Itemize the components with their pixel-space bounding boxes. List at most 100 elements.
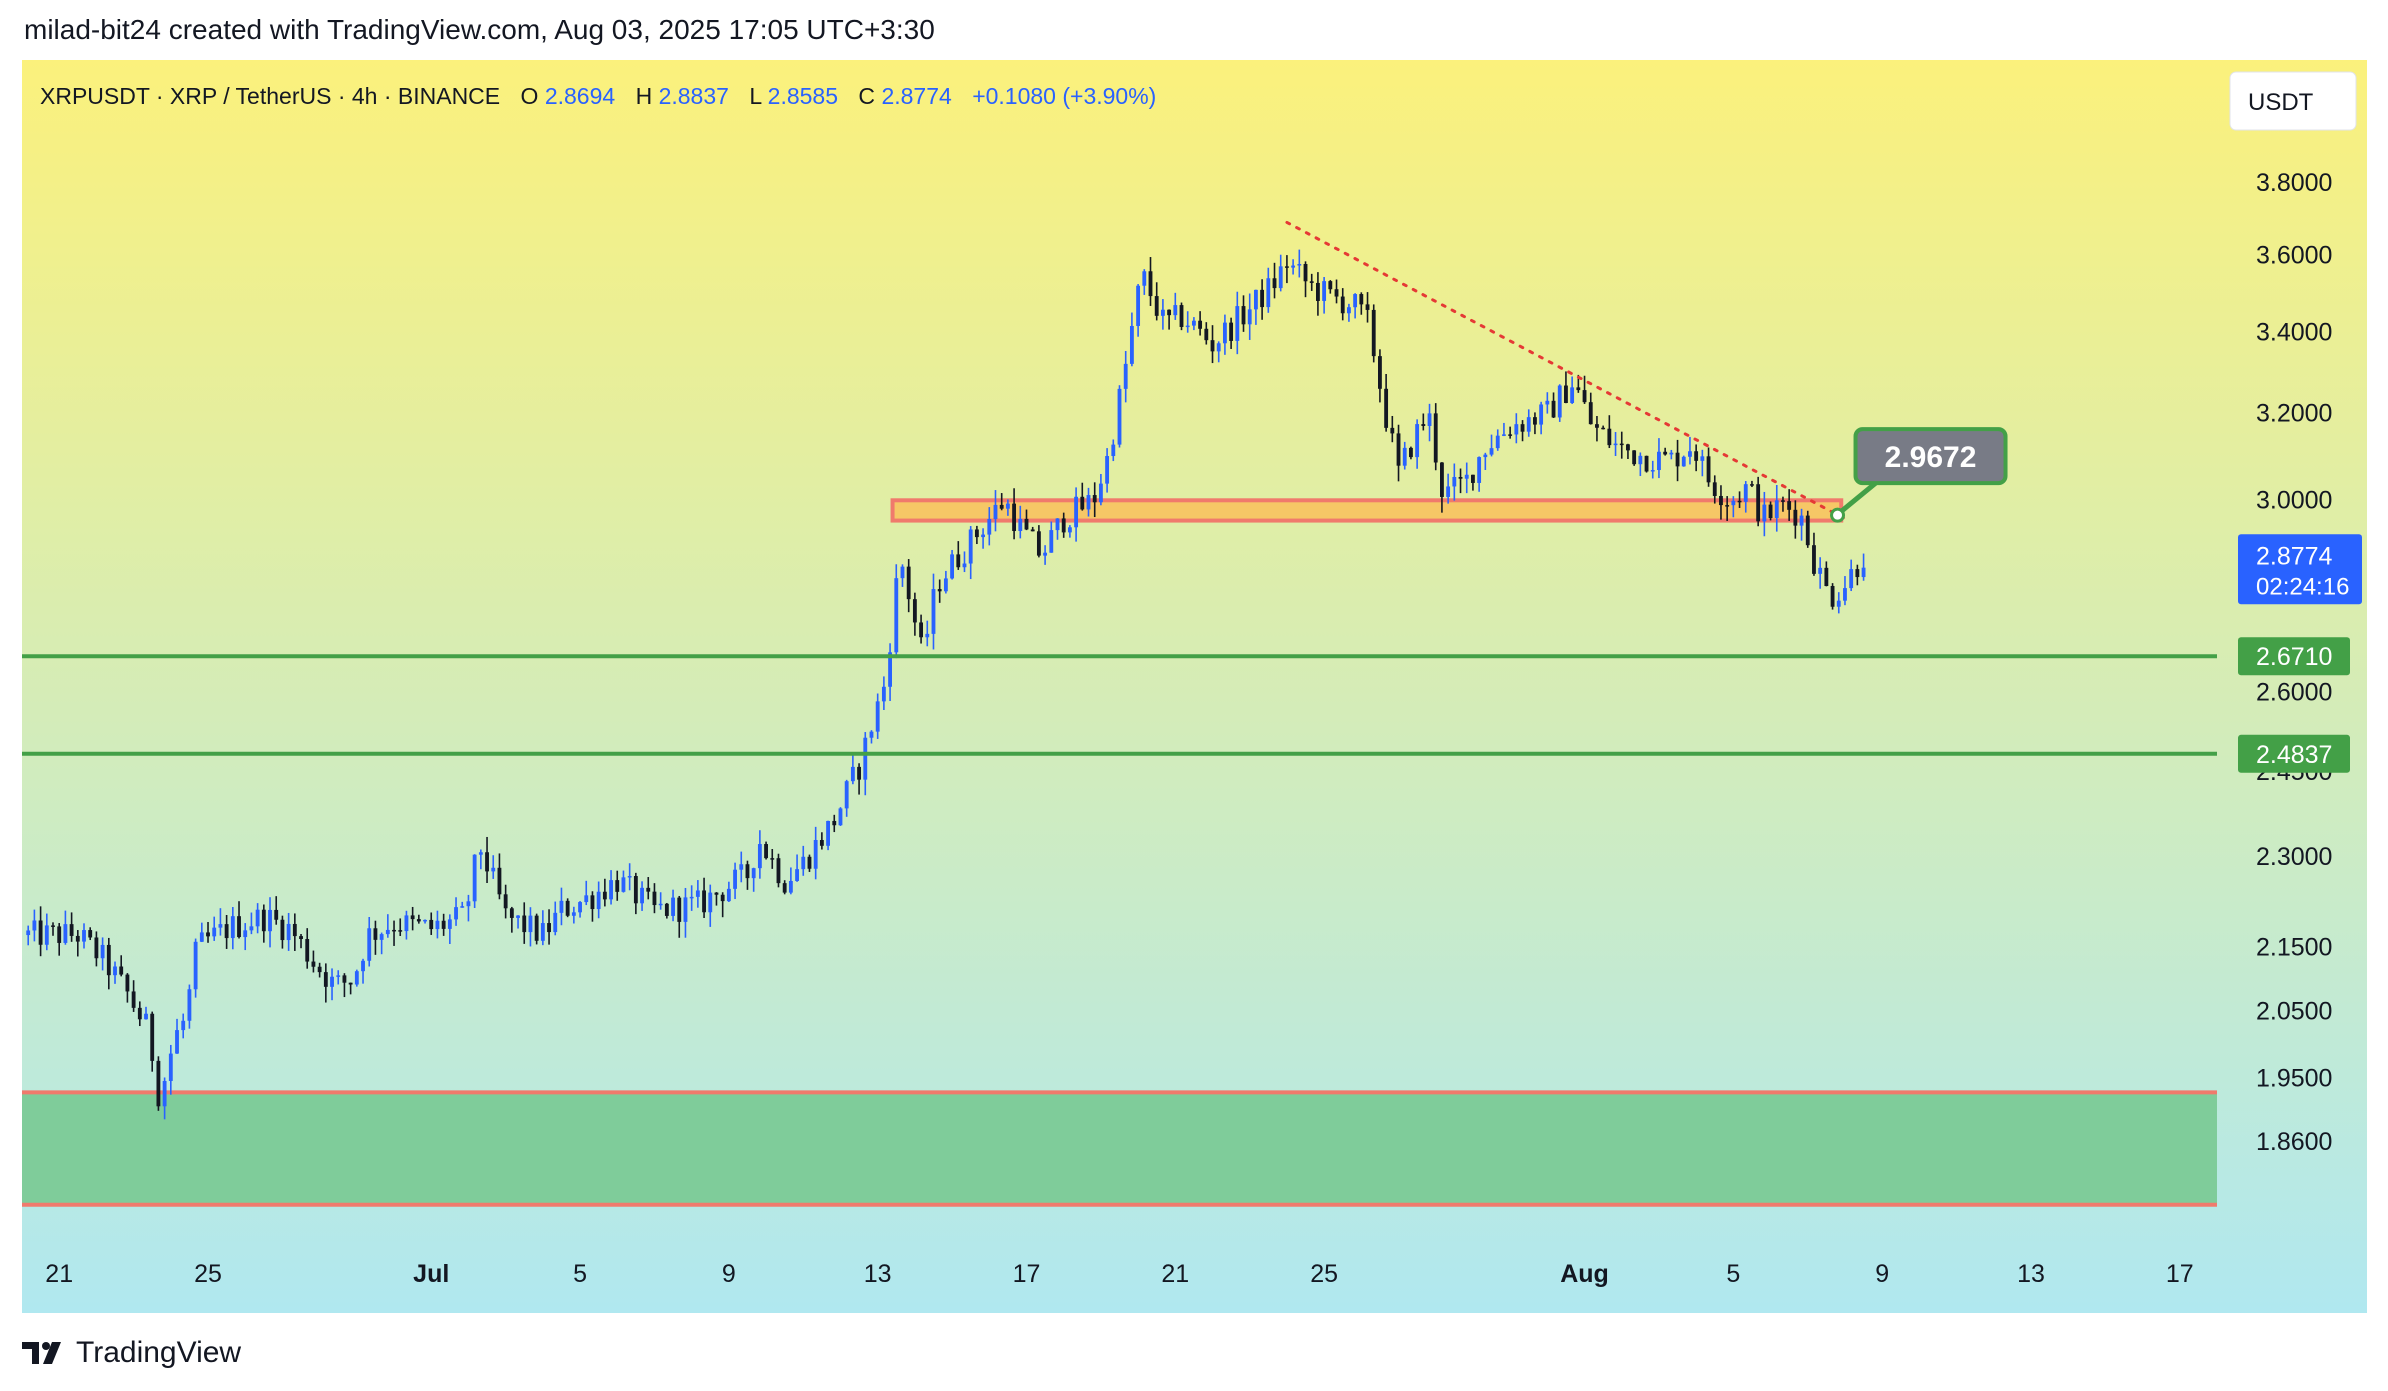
candle-body [708,892,713,913]
demand-zone [22,1092,2217,1205]
legend-close-label: C [858,83,875,109]
trendline-anchor-point[interactable] [1830,507,1846,523]
candle-body [1663,451,1668,455]
candle-body [888,652,893,687]
candle-body [1303,264,1308,282]
candle [1861,553,1866,581]
candle-body [695,890,700,897]
candle [1235,291,1240,355]
candle [1260,279,1265,320]
candle-body [1340,296,1345,314]
currency-button[interactable]: USDT [2229,71,2357,131]
candle [1725,496,1730,522]
candle-body [863,737,868,780]
candle-body [906,566,911,600]
candle [119,955,124,977]
price-chart[interactable]: 2.9672 XRPUSDT · XRP / TetherUS · 4h · B… [22,60,2367,1313]
candle-body [968,529,973,564]
legend-open-value: 2.8694 [545,83,616,109]
candle-body [1471,474,1475,483]
descending-trendline[interactable] [1285,220,1852,523]
candle-body [1576,387,1581,391]
candle [974,525,979,545]
candle-body [565,900,570,916]
candle-body [1712,482,1717,496]
candle-body [1489,448,1494,455]
legend-low-label: L [749,83,762,109]
candle-body [447,919,452,929]
candle [1799,508,1804,541]
candle [1756,476,1761,527]
candle [398,918,403,936]
candle-body [1123,363,1128,389]
candle [354,969,359,987]
candle [447,914,452,945]
candle [1750,480,1754,488]
candle [968,526,973,580]
candle-body [1235,306,1240,341]
candle-body [1179,305,1184,327]
candle-body [547,923,551,933]
candle-body [950,554,955,579]
candle-body [671,897,675,916]
candle [1669,449,1674,460]
candle-body [94,937,99,959]
candle [881,676,886,711]
candle-body [1613,443,1618,446]
candle [410,906,415,931]
candle-body [757,844,762,869]
candle [1415,419,1420,469]
candle [925,620,930,647]
currency-button-label[interactable]: USDT [2248,89,2314,116]
candle-body [1502,434,1506,436]
candle [832,814,837,833]
candle-body [974,529,979,538]
chart-area[interactable]: 2.9672 XRPUSDT · XRP / TetherUS · 4h · B… [22,60,2367,1313]
candle-body [745,864,750,879]
candle-body [1495,435,1500,449]
candle-body [776,858,781,884]
candle [1638,452,1643,477]
candle-body [1799,515,1804,526]
candle [1049,521,1054,553]
candle-body [999,504,1004,509]
candle-body [485,852,489,872]
candle-body [1185,325,1190,328]
candle-body [1061,518,1066,533]
candle [807,854,812,872]
candle [1185,311,1190,333]
x-axis-tick-label: 17 [2166,1260,2194,1288]
candle [1086,487,1091,517]
candle-body [1353,294,1358,308]
candle [627,863,632,891]
candle-body [237,916,241,938]
candle-body [206,932,210,937]
candle [912,592,917,636]
candle-body [584,895,589,903]
candle-body [268,909,272,932]
candle [1818,557,1823,589]
x-axis-tick-label: 5 [573,1260,587,1288]
candle [509,906,514,933]
candle [838,807,843,826]
candle [782,880,787,895]
x-axis-tick-label: 9 [1875,1260,1889,1288]
last-price-label-text: 2.8774 [2256,542,2333,570]
trendline-price-callout[interactable] [1853,427,2008,486]
candle-body [224,924,229,939]
candle [1334,279,1339,304]
candle-body [1669,452,1674,455]
resistance-zone[interactable] [890,498,1844,523]
candle [1098,473,1103,506]
candle-body [714,892,719,895]
candle-body [894,578,899,653]
candle [317,962,322,978]
candle [1198,311,1203,336]
candle [677,895,682,938]
candle-body [423,919,427,922]
candle [1650,460,1655,479]
candle [156,1056,161,1111]
candle [720,892,725,918]
candle [900,564,905,587]
candle [336,970,341,985]
